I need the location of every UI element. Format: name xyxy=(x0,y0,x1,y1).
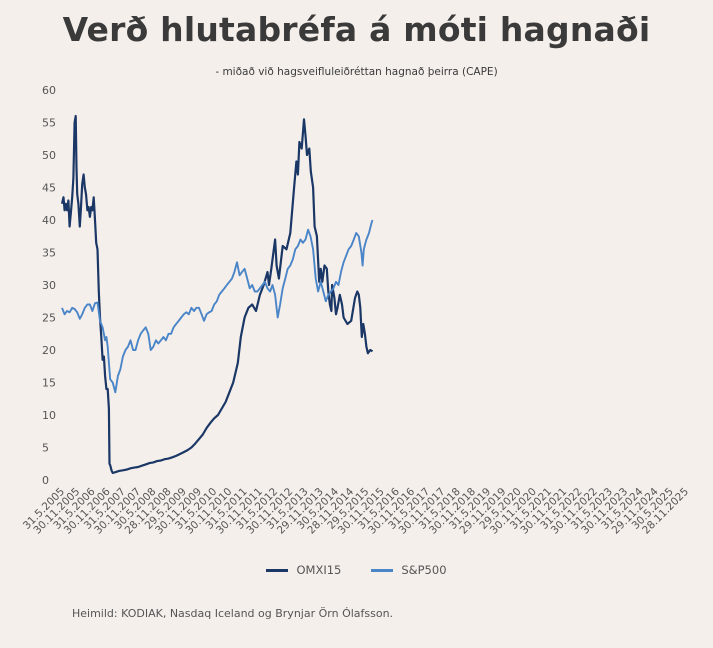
y-tick-label: 10 xyxy=(42,409,56,422)
legend-swatch-sp500 xyxy=(371,568,394,572)
source-note: Heimild: KODIAK, Nasdaq Iceland og Brynj… xyxy=(72,607,394,620)
chart-title: Verð hlutabréfa á móti hagnaði xyxy=(62,10,651,49)
legend-label-sp500: S&P500 xyxy=(401,563,447,577)
legend-swatch-omxi15 xyxy=(266,568,289,572)
y-tick-label: 45 xyxy=(42,182,56,195)
y-tick-label: 5 xyxy=(42,442,49,455)
chart-legend: OMXI15 S&P500 xyxy=(0,563,713,577)
y-tick-label: 30 xyxy=(42,279,56,292)
legend-item-sp500: S&P500 xyxy=(371,563,447,577)
y-tick-label: 55 xyxy=(42,117,56,130)
line-chart: 05101520253035404550556031.5.200530.11.2… xyxy=(21,84,691,537)
y-tick-label: 15 xyxy=(42,377,56,390)
legend-label-omxi15: OMXI15 xyxy=(296,563,342,577)
y-tick-label: 50 xyxy=(42,149,56,162)
y-tick-label: 40 xyxy=(42,214,56,227)
legend-item-omxi15: OMXI15 xyxy=(266,563,341,577)
y-tick-label: 20 xyxy=(42,344,56,357)
y-tick-label: 25 xyxy=(42,312,56,325)
chart-subtitle: - miðað við hagsveifluleiðréttan hagnað … xyxy=(215,66,498,78)
series-line-omxi15 xyxy=(60,114,374,474)
y-tick-label: 35 xyxy=(42,247,56,260)
series-line-sp500 xyxy=(61,219,374,394)
y-tick-label: 60 xyxy=(42,84,56,97)
y-tick-label: 0 xyxy=(42,474,49,487)
